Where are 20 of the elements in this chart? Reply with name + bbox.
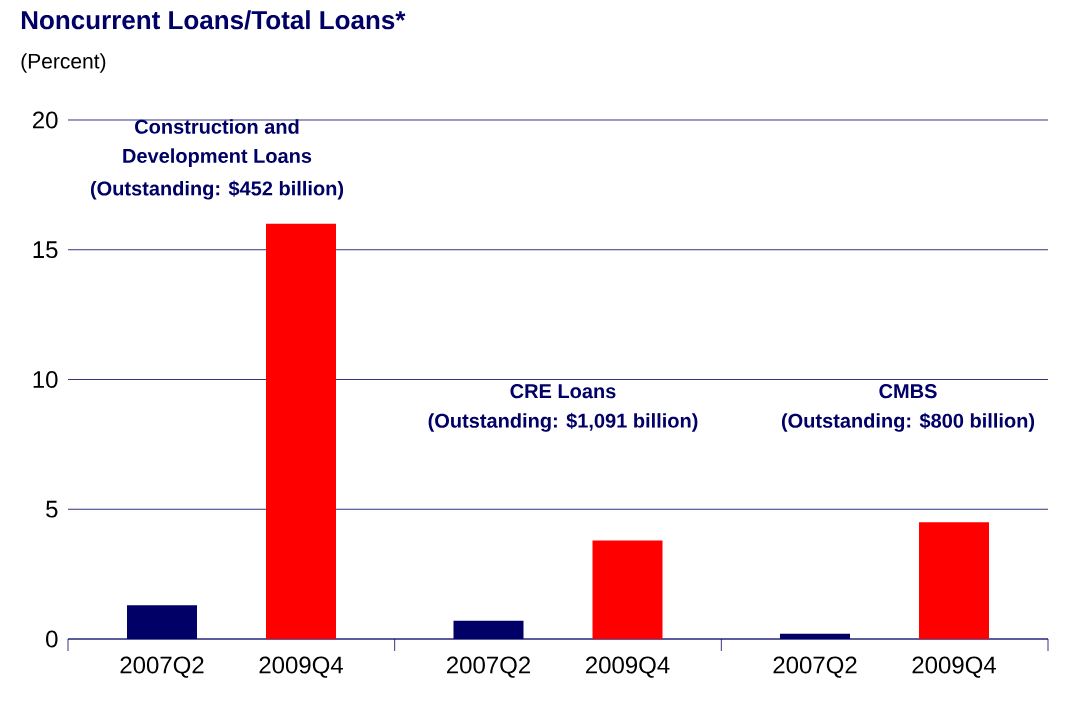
annotation: CMBS [879, 384, 937, 399]
chart-title: Noncurrent Loans/Total Loans* [21, 10, 406, 30]
annotation: (Outstanding: $800 billion) [781, 412, 1035, 432]
y-tick-label: 10 [33, 371, 58, 388]
chart-subtitle: (Percent) [21, 53, 106, 73]
x-tick-label: 2007Q2 [773, 656, 857, 678]
annotation: (Outstanding: $452 billion) [90, 180, 344, 200]
y-tick-label: 20 [32, 111, 58, 129]
x-tick-label: 2007Q2 [120, 656, 204, 678]
annotation: Construction and [135, 119, 299, 134]
y-tick-label: 15 [33, 241, 58, 259]
x-tick-label: 2009Q4 [912, 656, 996, 678]
y-tick-label: 5 [46, 500, 58, 518]
annotation: CRE Loans [510, 384, 616, 399]
annotation: Development Loans [123, 148, 312, 167]
y-tick-label: 0 [46, 630, 58, 648]
annotation: (Outstanding: $1,091 billion) [428, 412, 698, 432]
x-tick-label: 2009Q4 [259, 656, 343, 678]
x-tick-label: 2009Q4 [586, 656, 670, 678]
x-tick-label: 2007Q2 [447, 656, 530, 678]
